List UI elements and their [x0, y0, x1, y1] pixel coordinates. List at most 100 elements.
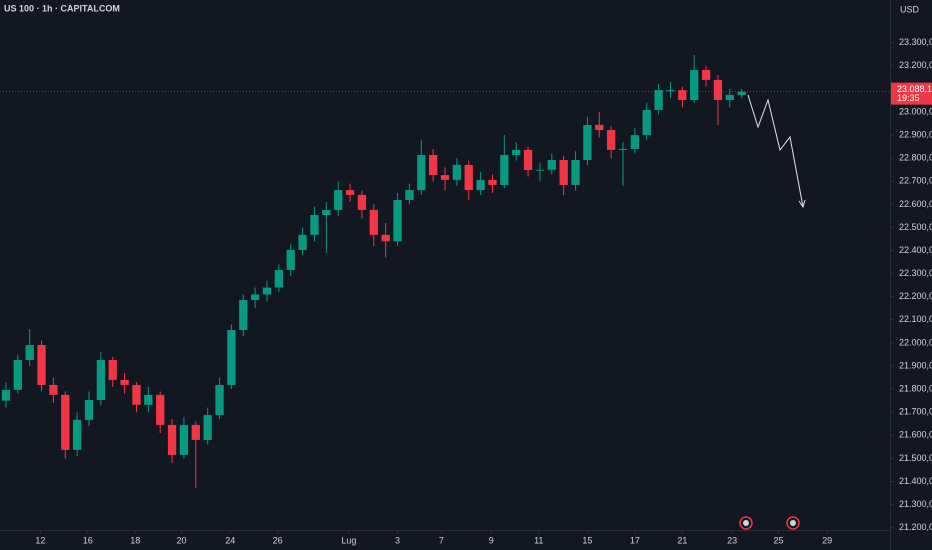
x-tick-label: 17 — [630, 535, 640, 545]
candle-body — [262, 287, 272, 295]
candle-body — [535, 169, 545, 171]
candle-body — [250, 294, 260, 300]
last-price-label: 23.088,1 — [897, 84, 932, 94]
x-tick-label: 29 — [822, 535, 832, 545]
candle-body — [654, 90, 663, 110]
y-tick-label: 22.700,0 — [899, 176, 932, 186]
y-tick-label: 21.600,0 — [899, 430, 932, 440]
y-tick-label: 23.300,0 — [899, 37, 932, 47]
candle-body — [583, 124, 592, 161]
candle-body — [25, 345, 34, 361]
candle-body — [1, 389, 11, 401]
candle-body — [203, 414, 212, 440]
y-tick-label: 21.500,0 — [899, 453, 932, 463]
candle-body — [369, 209, 378, 235]
candle-body — [642, 109, 651, 136]
y-tick-label: 22.900,0 — [899, 129, 932, 139]
y-tick-label: 22.600,0 — [899, 199, 932, 209]
event-icon[interactable] — [739, 516, 753, 530]
y-tick-label: 22.000,0 — [899, 337, 932, 347]
candle-body — [464, 164, 473, 191]
x-tick-label: 3 — [395, 535, 400, 545]
candle-body — [37, 345, 46, 385]
candle-body — [440, 175, 450, 180]
candle-body — [618, 148, 628, 150]
candle-body — [725, 94, 734, 100]
candle-body — [476, 179, 485, 191]
x-tick-label: 25 — [773, 535, 783, 545]
candle-body — [701, 69, 711, 80]
candle-body — [523, 149, 533, 170]
candle-body — [227, 330, 236, 385]
x-tick-label: 24 — [225, 535, 235, 545]
candle-body — [417, 154, 426, 191]
x-tick-label: 21 — [677, 535, 687, 545]
candle-body — [96, 360, 106, 400]
candle-body — [13, 360, 22, 390]
candle-body — [286, 249, 295, 270]
candle-body — [678, 90, 687, 100]
event-icon[interactable] — [786, 516, 800, 530]
candle-body — [156, 394, 165, 425]
candle-body — [606, 130, 616, 150]
last-price-box — [891, 82, 932, 105]
y-tick-label: 22.800,0 — [899, 153, 932, 163]
candle-body — [405, 190, 414, 200]
y-tick-label: 21.800,0 — [899, 384, 932, 394]
candle-body — [132, 384, 141, 405]
x-tick-label: 18 — [130, 535, 140, 545]
y-tick-label: 21.400,0 — [899, 476, 932, 486]
x-tick-label: Lug — [341, 535, 356, 545]
y-tick-label: 21.200,0 — [899, 522, 932, 532]
candle-body — [108, 360, 117, 380]
candle-body — [559, 160, 568, 185]
candle-body — [345, 190, 355, 195]
candle-body — [595, 124, 604, 131]
candle-body — [571, 160, 580, 185]
candle-body — [428, 154, 438, 176]
x-tick-label: 11 — [534, 535, 543, 545]
x-tick-label: 16 — [83, 535, 93, 545]
arrow-head — [798, 199, 806, 209]
y-tick-label: 22.100,0 — [899, 314, 932, 324]
x-tick-label: 26 — [273, 535, 283, 545]
candle-body — [452, 164, 462, 180]
candle-body — [49, 384, 58, 395]
candle-body — [666, 90, 675, 92]
candle-body — [120, 379, 129, 385]
countdown-label: 19:35 — [897, 93, 920, 103]
candle-body — [274, 269, 284, 288]
candle-body — [713, 79, 723, 100]
y-tick-label: 22.300,0 — [899, 268, 932, 278]
candle-body — [393, 199, 402, 242]
y-tick-label: 22.500,0 — [899, 222, 932, 232]
x-tick-label: 9 — [489, 535, 494, 545]
x-tick-label: 12 — [35, 535, 45, 545]
candle-body — [690, 69, 699, 100]
candle-body — [488, 179, 497, 185]
candle-body — [84, 399, 94, 420]
candle-body — [334, 190, 343, 210]
candle-body — [215, 384, 224, 415]
candle-body — [547, 160, 556, 170]
candle-body — [72, 419, 82, 450]
candle-body — [512, 149, 521, 155]
x-tick-label: 7 — [439, 535, 444, 545]
y-tick-label: 23.200,0 — [899, 60, 932, 70]
candle-body — [357, 194, 367, 210]
candle-body — [310, 215, 319, 235]
y-tick-label: 21.700,0 — [899, 407, 932, 417]
x-tick-label: 23 — [727, 535, 737, 545]
candle-body — [630, 135, 640, 149]
y-tick-label: 22.400,0 — [899, 245, 932, 255]
chart-title: US 100 · 1h · CAPITALCOM — [4, 3, 120, 13]
y-tick-label: 23.000,0 — [899, 106, 932, 116]
candle-body — [322, 209, 331, 216]
projection-arrow — [747, 94, 804, 208]
y-tick-label: 21.900,0 — [899, 360, 932, 370]
y-tick-label: 22.200,0 — [899, 291, 932, 301]
x-tick-label: 15 — [582, 535, 592, 545]
candle-body — [61, 394, 70, 450]
candle-body — [239, 299, 248, 331]
candle-body — [191, 424, 200, 440]
